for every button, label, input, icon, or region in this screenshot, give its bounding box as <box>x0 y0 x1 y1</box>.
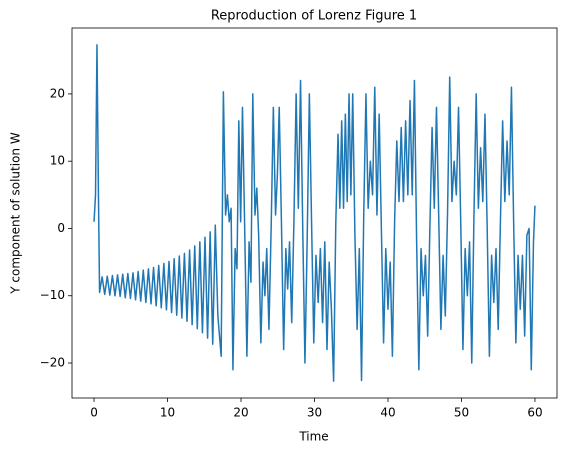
x-tick-label: 60 <box>527 406 542 420</box>
x-tick-label: 10 <box>160 406 175 420</box>
chart-title: Reproduction of Lorenz Figure 1 <box>211 9 417 24</box>
plot-frame <box>71 27 558 399</box>
x-tick-label: 40 <box>380 406 395 420</box>
x-tick-label: 30 <box>307 406 322 420</box>
x-tick-label: 20 <box>233 406 248 420</box>
y-tick-label: 0 <box>57 221 65 235</box>
x-axis-label: Time <box>298 430 328 444</box>
x-tick-label: 0 <box>90 406 98 420</box>
data-line <box>93 44 536 382</box>
y-tick-label: −20 <box>40 356 65 370</box>
y-tick-label: 10 <box>50 154 65 168</box>
y-axis-label: Y component of solution W <box>9 132 23 295</box>
y-tick-label: −10 <box>40 288 65 302</box>
y-tick-label: 20 <box>50 86 65 100</box>
x-tick-label: 50 <box>454 406 469 420</box>
